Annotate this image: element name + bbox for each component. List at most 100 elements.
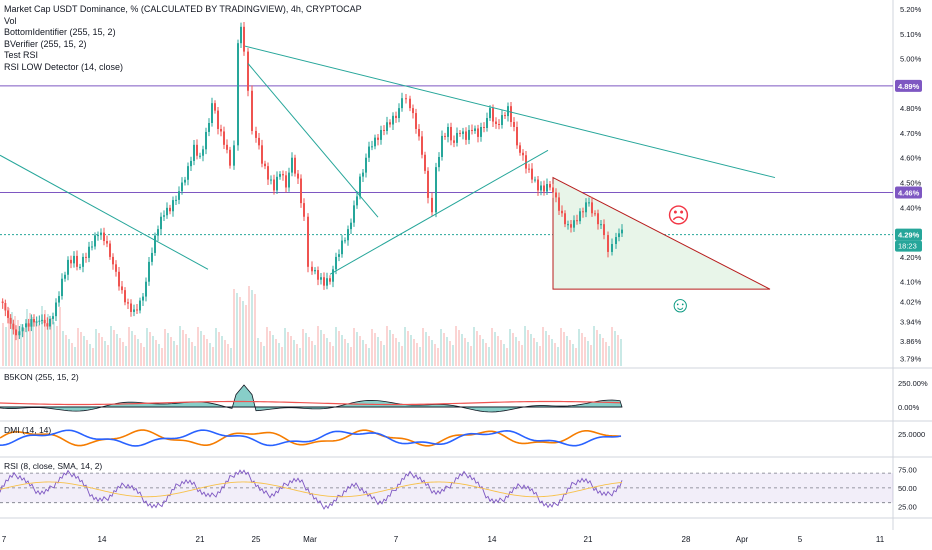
- volume-bar: [548, 335, 550, 366]
- candle-body: [441, 135, 443, 157]
- y-tick-label: 4.02%: [900, 298, 922, 307]
- legend-vol[interactable]: Vol: [4, 15, 17, 26]
- main-legend: Market Cap USDT Dominance, % (CALCULATED…: [4, 4, 362, 73]
- candle-body: [94, 235, 96, 247]
- candle-body: [35, 321, 38, 323]
- candle-body: [621, 229, 623, 234]
- candle-body: [353, 205, 355, 223]
- candle-body: [145, 281, 147, 297]
- volume-bar: [560, 328, 562, 366]
- candle-body: [97, 235, 99, 237]
- candle-body: [151, 252, 153, 262]
- volume-bar: [65, 335, 67, 366]
- candle-body: [401, 98, 403, 109]
- volume-bar: [581, 333, 583, 366]
- volume-bar: [260, 342, 262, 366]
- volume-bar: [350, 347, 352, 366]
- volume-bar: [47, 314, 49, 366]
- volume-bar: [563, 332, 565, 366]
- y-tick-label: 4.40%: [900, 203, 922, 212]
- candle-body: [570, 224, 572, 228]
- volume-bar: [218, 332, 220, 366]
- volume-bar: [320, 330, 322, 366]
- candle-body: [276, 176, 278, 191]
- price-tag-bg: [895, 186, 922, 199]
- volume-bar: [578, 329, 580, 366]
- volume-bar: [236, 293, 238, 366]
- volume-bar: [440, 329, 442, 366]
- volume-bar: [110, 326, 112, 366]
- volume-bar: [326, 338, 328, 366]
- candle-body: [371, 146, 373, 148]
- volume-bar: [497, 336, 499, 366]
- volume-bar: [170, 337, 172, 366]
- candle-body: [294, 157, 296, 174]
- b5kon-area: [0, 384, 623, 413]
- volume-bar: [314, 345, 316, 366]
- candle-body: [501, 115, 503, 125]
- candle-body: [9, 317, 12, 324]
- volume-bar: [467, 342, 469, 366]
- volume-bar: [524, 326, 526, 366]
- chart-title[interactable]: Market Cap USDT Dominance, % (CALCULATED…: [4, 4, 362, 14]
- candle-body: [85, 256, 87, 258]
- volume-bar: [305, 333, 307, 366]
- pane-title-b5kon[interactable]: B5KON (255, 15, 2): [4, 372, 79, 382]
- candle-body: [504, 115, 506, 117]
- volume-bar: [593, 326, 595, 366]
- volume-bar: [161, 348, 163, 366]
- candle-body: [510, 106, 512, 123]
- candle-body: [258, 137, 260, 146]
- candle-body: [139, 300, 141, 311]
- volume-bar: [614, 331, 616, 366]
- candle-body: [465, 131, 467, 140]
- volume-bar: [617, 335, 619, 366]
- volume-bar: [122, 342, 124, 366]
- legend-rsi-low-detector[interactable]: RSI LOW Detector (14, close): [4, 61, 124, 72]
- candle-body: [492, 108, 494, 122]
- y-tick-label: 250.00%: [898, 379, 928, 388]
- volume-bar: [14, 316, 16, 366]
- x-tick-label: Mar: [303, 535, 317, 544]
- volume-bar: [392, 334, 394, 366]
- volume-bar: [251, 290, 253, 366]
- volume-bar: [215, 328, 217, 366]
- candle-body: [344, 240, 346, 242]
- countdown-bg: [895, 240, 922, 252]
- volume-bar: [377, 337, 379, 366]
- volume-bar: [554, 343, 556, 366]
- volume-bar: [494, 332, 496, 366]
- volume-bar: [17, 320, 19, 366]
- legend-test-rsi[interactable]: Test RSI: [4, 50, 39, 60]
- candle-body: [421, 136, 423, 155]
- countdown-label: 18:23: [898, 242, 917, 251]
- candle-body: [163, 215, 165, 217]
- pane-title-dmi[interactable]: DMI (14, 14): [4, 425, 52, 435]
- volume-bar: [611, 327, 613, 366]
- volume-bar: [38, 325, 40, 366]
- candle-body: [582, 211, 584, 213]
- rsi-sma-line: [0, 481, 623, 498]
- candle-body: [267, 166, 269, 180]
- candle-body: [447, 126, 449, 137]
- candle-body: [279, 174, 281, 177]
- candle-body: [25, 323, 27, 328]
- candle-body: [444, 135, 446, 137]
- candle-body: [543, 185, 545, 192]
- candle-body: [1, 301, 4, 304]
- volume-bar: [551, 339, 553, 366]
- legend-bottom-identifier[interactable]: BottomIdentifier (255, 15, 2): [4, 27, 116, 37]
- volume-bar: [290, 336, 292, 366]
- pane-title-rsi[interactable]: RSI (8, close, SMA, 14, 2): [4, 461, 103, 471]
- candle-body: [208, 123, 210, 132]
- candle-body: [519, 145, 521, 153]
- candle-body: [41, 319, 43, 321]
- candle-body: [58, 296, 60, 303]
- volume-bar: [62, 331, 64, 366]
- legend-bverifier[interactable]: BVerifier (255, 15, 2): [4, 38, 87, 49]
- candle-body: [405, 98, 407, 100]
- volume-bar: [59, 307, 61, 366]
- candle-body: [498, 124, 500, 126]
- y-tick-label: 75.00: [898, 465, 917, 474]
